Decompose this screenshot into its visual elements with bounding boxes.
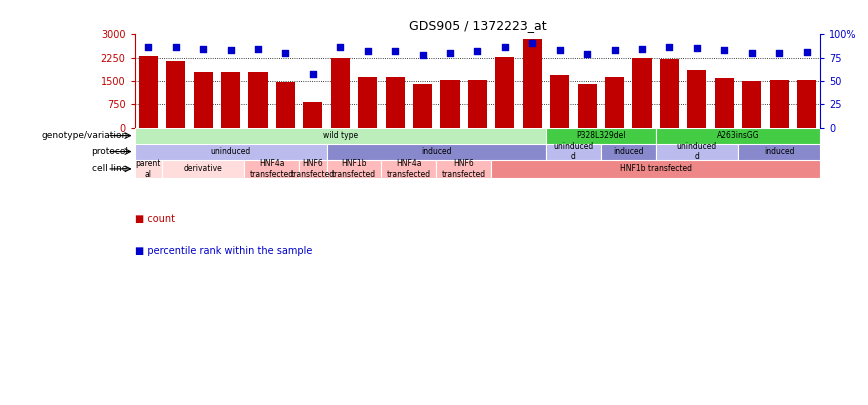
Bar [546, 144, 601, 160]
Point [443, 50, 457, 56]
Point [168, 44, 182, 51]
Title: GDS905 / 1372223_at: GDS905 / 1372223_at [409, 19, 546, 32]
Bar [276, 82, 295, 128]
Bar [550, 75, 569, 128]
Point [635, 46, 649, 53]
Text: cell line: cell line [92, 164, 128, 173]
Point [773, 50, 786, 56]
Bar [135, 128, 546, 144]
Bar [413, 84, 432, 128]
Bar [687, 70, 707, 128]
Bar [248, 72, 267, 128]
Text: derivative: derivative [184, 164, 222, 173]
Text: induced: induced [421, 147, 451, 156]
Point [799, 49, 813, 55]
Bar [605, 77, 624, 128]
Text: HNF6
transfected: HNF6 transfected [291, 159, 335, 179]
Bar [496, 57, 515, 128]
Text: uninduced
d: uninduced d [677, 142, 717, 161]
Bar [440, 80, 459, 128]
Point [662, 44, 676, 51]
Bar [797, 80, 816, 128]
Bar [633, 58, 652, 128]
Bar [326, 160, 381, 178]
Bar [135, 160, 162, 178]
Point [745, 50, 759, 56]
Text: genotype/variation: genotype/variation [42, 131, 128, 140]
Point [525, 40, 539, 46]
Point [196, 46, 210, 53]
Bar [221, 72, 240, 128]
Point [498, 44, 512, 51]
Text: induced: induced [764, 147, 794, 156]
Bar [194, 72, 213, 128]
Text: HNF4a
transfected: HNF4a transfected [387, 159, 431, 179]
Bar [770, 80, 789, 128]
Point [388, 48, 402, 54]
Point [333, 44, 347, 51]
Bar [660, 59, 679, 128]
Bar [331, 58, 350, 128]
Bar [468, 80, 487, 128]
Bar [655, 144, 738, 160]
Point [608, 47, 621, 53]
Bar [381, 160, 437, 178]
Point [580, 51, 594, 57]
Text: HNF1b
transfected: HNF1b transfected [332, 159, 376, 179]
Bar [546, 128, 655, 144]
Bar [523, 39, 542, 128]
Text: P328L329del: P328L329del [576, 131, 626, 140]
Text: uninduced: uninduced [210, 147, 251, 156]
Point [416, 52, 430, 58]
Point [251, 46, 265, 53]
Bar [303, 102, 322, 128]
Bar [299, 160, 326, 178]
Bar [601, 144, 655, 160]
Bar [166, 61, 185, 128]
Text: uninduced
d: uninduced d [553, 142, 594, 161]
Text: HNF4a
transfected: HNF4a transfected [250, 159, 293, 179]
Text: ■ percentile rank within the sample: ■ percentile rank within the sample [135, 246, 312, 256]
Bar [655, 128, 820, 144]
Bar [385, 77, 404, 128]
Bar [139, 56, 158, 128]
Bar [491, 160, 820, 178]
Point [553, 47, 567, 53]
Point [690, 45, 704, 52]
Bar [437, 160, 491, 178]
Bar [714, 78, 733, 128]
Bar [577, 84, 596, 128]
Point [279, 50, 293, 56]
Bar [244, 160, 299, 178]
Text: induced: induced [613, 147, 643, 156]
Text: ■ count: ■ count [135, 214, 174, 224]
Bar [738, 144, 820, 160]
Bar [326, 144, 546, 160]
Text: protocol: protocol [90, 147, 128, 156]
Bar [135, 144, 326, 160]
Bar [742, 81, 761, 128]
Point [717, 47, 731, 53]
Text: parent
al: parent al [135, 159, 161, 179]
Text: wild type: wild type [323, 131, 358, 140]
Point [470, 48, 484, 54]
Bar [358, 77, 378, 128]
Point [141, 43, 155, 50]
Text: HNF1b transfected: HNF1b transfected [620, 164, 692, 173]
Point [306, 71, 319, 78]
Point [361, 48, 375, 54]
Text: HNF6
transfected: HNF6 transfected [442, 159, 486, 179]
Bar [162, 160, 244, 178]
Text: A263insGG: A263insGG [717, 131, 760, 140]
Point [224, 47, 238, 53]
